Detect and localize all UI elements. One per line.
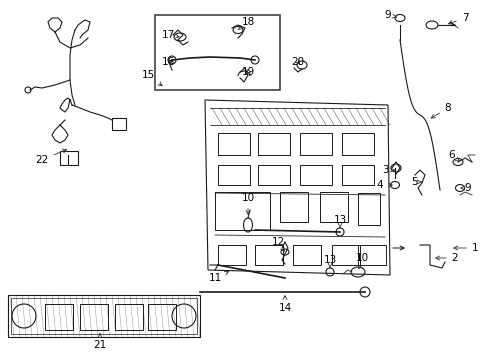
Text: 3: 3: [382, 165, 394, 175]
Text: 14: 14: [278, 296, 292, 313]
Bar: [258, 133, 290, 155]
Bar: [215, 192, 270, 230]
Bar: [300, 133, 332, 155]
Text: 7: 7: [448, 13, 468, 24]
Bar: [115, 304, 143, 330]
Text: 17: 17: [161, 30, 179, 40]
Bar: [155, 15, 280, 90]
Text: 4: 4: [377, 180, 392, 190]
Text: 22: 22: [35, 149, 67, 165]
Text: 10: 10: [242, 193, 255, 214]
Bar: [218, 165, 250, 185]
Text: 5: 5: [412, 177, 421, 187]
Bar: [300, 165, 332, 185]
Bar: [342, 133, 374, 155]
Bar: [358, 245, 386, 265]
Text: 16: 16: [161, 57, 174, 67]
Text: 2: 2: [436, 253, 458, 263]
Bar: [342, 165, 374, 185]
Bar: [332, 245, 360, 265]
Bar: [280, 192, 308, 222]
Text: 19: 19: [242, 67, 255, 77]
Text: 1: 1: [454, 243, 478, 253]
Bar: [80, 304, 108, 330]
Text: 9: 9: [461, 183, 471, 193]
Text: 10: 10: [355, 253, 368, 269]
Text: 12: 12: [271, 237, 285, 251]
Text: 6: 6: [449, 150, 459, 161]
Bar: [218, 133, 250, 155]
Text: 18: 18: [239, 17, 255, 30]
Bar: [112, 118, 126, 130]
Bar: [45, 304, 73, 330]
Bar: [258, 165, 290, 185]
Text: 8: 8: [431, 103, 451, 118]
Bar: [255, 245, 283, 265]
Text: 21: 21: [94, 334, 107, 350]
Bar: [11, 298, 197, 334]
Text: 13: 13: [333, 215, 346, 228]
Text: 15: 15: [142, 70, 162, 86]
Text: 20: 20: [292, 57, 305, 67]
Text: 11: 11: [208, 271, 229, 283]
Bar: [358, 193, 380, 225]
Bar: [8, 295, 200, 337]
Bar: [320, 192, 348, 222]
Text: 9: 9: [385, 10, 397, 20]
Bar: [293, 245, 321, 265]
Bar: [218, 245, 246, 265]
Text: 13: 13: [323, 255, 337, 268]
Bar: [60, 151, 78, 165]
Bar: [148, 304, 176, 330]
